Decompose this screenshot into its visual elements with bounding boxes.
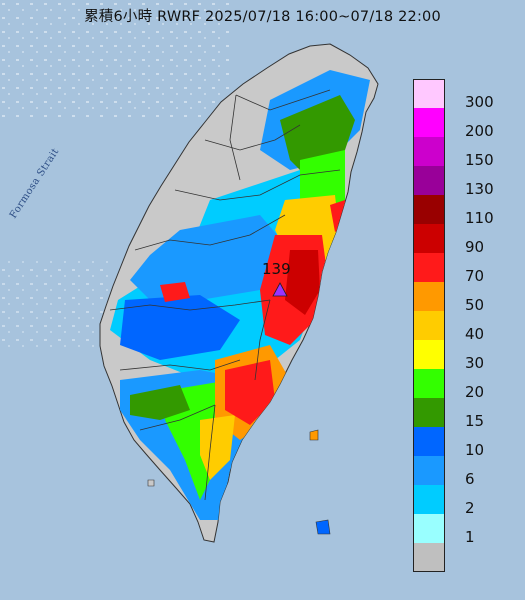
orchid-island <box>315 519 331 535</box>
legend-label: 30 <box>465 354 485 372</box>
legend-swatch <box>413 79 445 108</box>
legend-label: 10 <box>465 441 485 459</box>
legend-label: 70 <box>465 267 485 285</box>
legend-item: 110 <box>413 195 523 227</box>
legend-label: 50 <box>465 296 485 314</box>
legend-swatch <box>413 427 445 456</box>
legend-swatch <box>413 282 445 311</box>
legend-swatch <box>413 514 445 543</box>
legend-label: 40 <box>465 325 485 343</box>
legend-swatch <box>413 340 445 369</box>
legend-label: 110 <box>465 209 494 227</box>
legend-swatch <box>413 224 445 253</box>
legend-label: 2 <box>465 499 475 517</box>
legend-label: 300 <box>465 93 494 111</box>
rainfall-overlay <box>110 70 370 520</box>
legend-label: 130 <box>465 180 494 198</box>
legend-label: 20 <box>465 383 485 401</box>
legend-item: 6 <box>413 456 523 488</box>
legend-label: 1 <box>465 528 475 546</box>
legend-swatch <box>413 195 445 224</box>
liuqiu-island <box>147 479 155 487</box>
legend-label: 200 <box>465 122 494 140</box>
legend-item: 30 <box>413 340 523 372</box>
legend-swatch <box>413 108 445 137</box>
peak-marker-icon <box>272 282 288 297</box>
cloud-patches <box>0 0 230 120</box>
legend-label: 15 <box>465 412 485 430</box>
legend-swatch <box>413 253 445 282</box>
legend-item <box>413 543 523 572</box>
legend-swatch <box>413 456 445 485</box>
legend-item: 90 <box>413 224 523 256</box>
green-island <box>309 429 319 441</box>
legend-item: 200 <box>413 108 523 140</box>
legend-item: 2 <box>413 485 523 517</box>
legend-swatch <box>413 311 445 340</box>
legend-item: 70 <box>413 253 523 285</box>
legend-item: 130 <box>413 166 523 198</box>
legend-label: 150 <box>465 151 494 169</box>
county-boundaries <box>109 89 341 501</box>
legend-item: 150 <box>413 137 523 169</box>
legend-item: 1 <box>413 514 523 546</box>
legend-swatch <box>413 485 445 514</box>
legend-item: 10 <box>413 427 523 459</box>
legend-item: 40 <box>413 311 523 343</box>
legend-item: 15 <box>413 398 523 430</box>
legend-item: 50 <box>413 282 523 314</box>
legend-label: 90 <box>465 238 485 256</box>
legend-swatch <box>413 543 445 572</box>
legend-swatch <box>413 166 445 195</box>
legend-label: 6 <box>465 470 475 488</box>
legend-item: 20 <box>413 369 523 401</box>
legend-swatch <box>413 137 445 166</box>
map-title: 累積6小時 RWRF 2025/07/18 16:00~07/18 22:00 <box>84 9 441 25</box>
legend-item: 300 <box>413 79 523 111</box>
peak-value: 139 <box>262 260 291 278</box>
legend-swatch <box>413 398 445 427</box>
legend-swatch <box>413 369 445 398</box>
